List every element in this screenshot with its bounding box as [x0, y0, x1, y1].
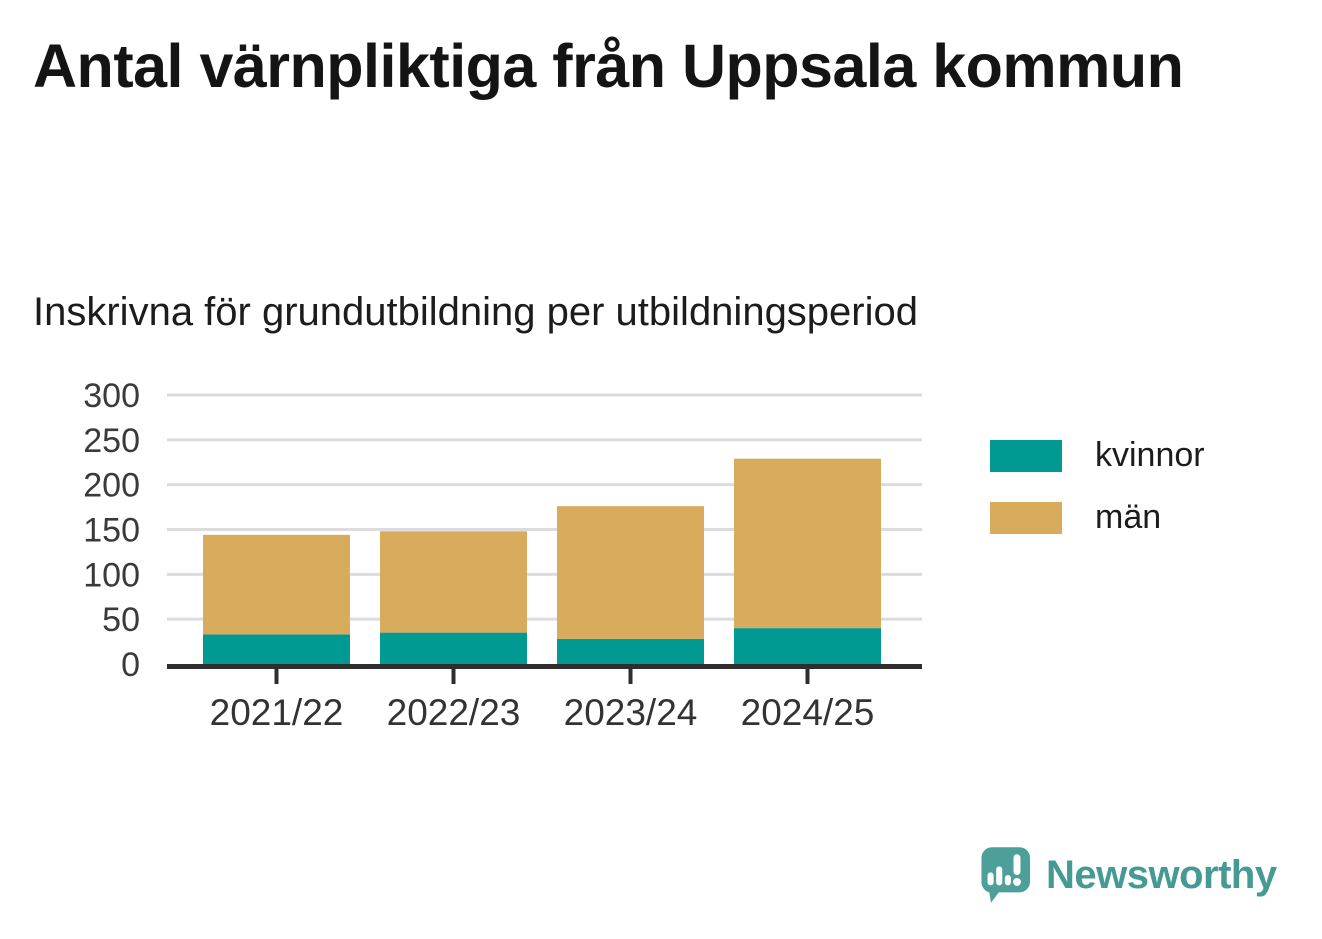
y-tick-label-250: 250 — [83, 422, 140, 460]
chart-legend: kvinnor män — [990, 436, 1205, 560]
legend-label-man: män — [1095, 498, 1162, 536]
chart-title: Antal värnpliktiga från Uppsala kommun — [33, 32, 1184, 100]
legend-item-kvinnor: kvinnor — [990, 436, 1205, 475]
bar-segment-män-2022/23 — [380, 531, 527, 633]
kvinnor-color-swatch — [990, 439, 1062, 472]
brand-name: Newsworthy — [1046, 852, 1277, 897]
bar-segment-kvinnor-2022/23 — [380, 632, 527, 664]
bar-segment-kvinnor-2023/24 — [557, 638, 704, 664]
man-color-swatch — [990, 501, 1062, 534]
stacked-bar-chart: 2021/22 2022/23 2023/24 2024/25 0 50 100 150 200… — [83, 377, 922, 733]
newsworthy-branding: Newsworthy — [978, 845, 1277, 905]
x-tick-label-2023/24: 2023/24 — [564, 692, 698, 733]
chart-subtitle: Inskrivna för grundutbildning per utbild… — [33, 290, 918, 334]
y-tick-label-100: 100 — [83, 556, 140, 594]
bar-segment-kvinnor-2024/25 — [734, 628, 881, 664]
y-tick-label-0: 0 — [121, 646, 140, 684]
newsworthy-logo-icon — [981, 847, 1030, 903]
x-tick-label-2024/25: 2024/25 — [741, 692, 875, 733]
y-tick-label-200: 200 — [83, 467, 140, 505]
bar-segment-män-2024/25 — [734, 458, 881, 629]
bar-segment-män-2023/24 — [557, 506, 704, 639]
legend-item-man: män — [990, 498, 1205, 537]
y-tick-label-300: 300 — [83, 377, 140, 415]
x-tick-label-2022/23: 2022/23 — [387, 692, 521, 733]
y-tick-label-50: 50 — [102, 601, 140, 639]
legend-label-kvinnor: kvinnor — [1095, 436, 1205, 474]
bar-segment-män-2021/22 — [203, 534, 350, 635]
y-tick-label-150: 150 — [83, 512, 140, 550]
x-tick-label-2021/22: 2021/22 — [210, 692, 344, 733]
bar-segment-kvinnor-2021/22 — [203, 634, 350, 664]
